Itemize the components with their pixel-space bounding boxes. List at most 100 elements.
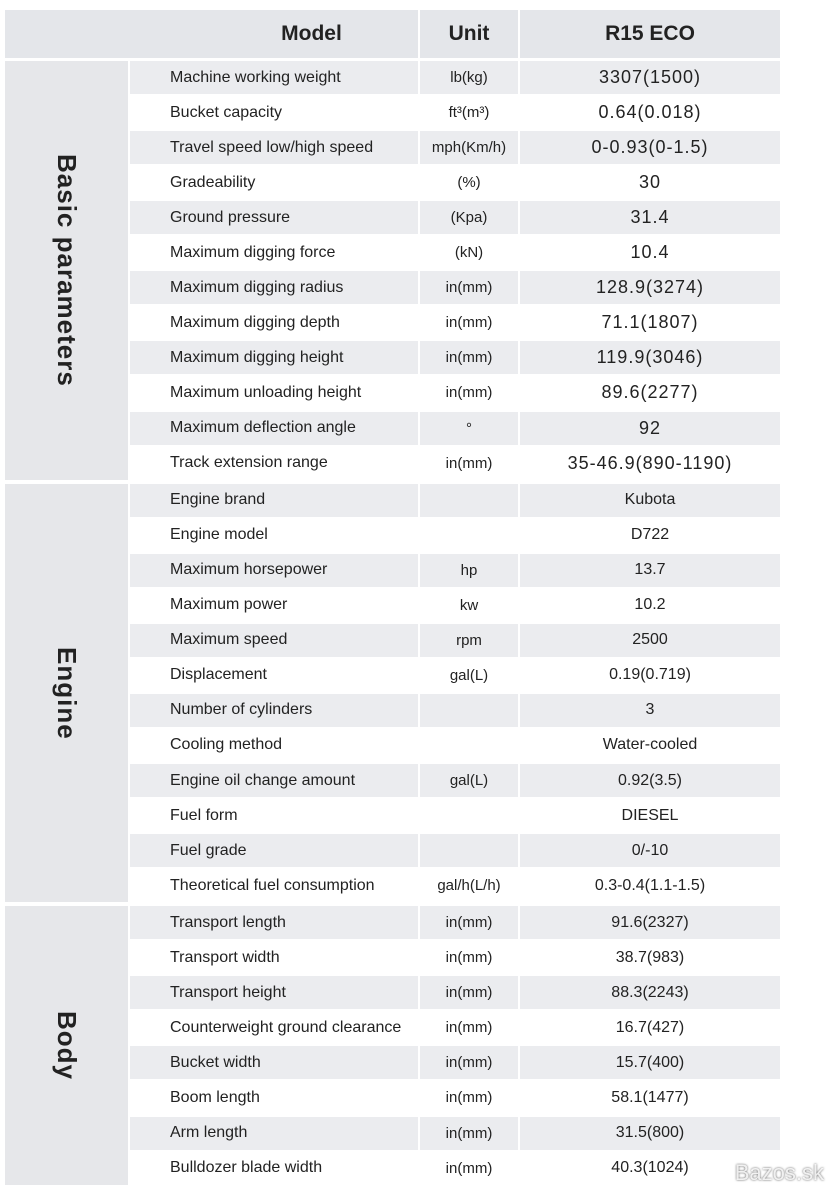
param-value: 91.6(2327)	[520, 906, 780, 940]
param-unit	[420, 799, 518, 832]
param-value: 58.1(1477)	[611, 1088, 689, 1106]
param-name: Engine brand	[130, 483, 418, 517]
param-value: 3	[520, 693, 780, 727]
param-value: 15.7(400)	[520, 1046, 780, 1080]
param-unit: in(mm)	[445, 454, 493, 472]
param-name: Fuel grade	[130, 834, 418, 868]
param-unit: in(mm)	[445, 314, 493, 332]
header-unit: Unit	[420, 10, 518, 58]
header-model: Model	[5, 10, 418, 58]
param-name: Bucket width	[130, 1046, 418, 1080]
param-unit	[420, 834, 518, 868]
param-unit: in(mm)	[420, 341, 518, 375]
param-value: 92	[520, 411, 780, 445]
param-name: Maximum speed	[130, 623, 418, 657]
param-name: Maximum unloading height	[170, 383, 362, 401]
param-value: 10.4	[630, 242, 670, 263]
param-value: 38.7(983)	[615, 948, 685, 966]
param-name: Ground pressure	[130, 201, 418, 235]
param-unit	[420, 519, 518, 552]
param-value: 0.92(3.5)	[520, 764, 780, 798]
param-value: 0.64(0.018)	[598, 102, 702, 123]
param-name: Bucket capacity	[170, 103, 283, 121]
param-unit: kw	[459, 596, 479, 614]
param-name: Track extension range	[170, 454, 328, 472]
param-value: 128.9(3274)	[520, 271, 780, 305]
param-unit: in(mm)	[445, 1159, 493, 1177]
param-value: 0-0.93(0-1.5)	[520, 131, 780, 165]
param-value: 31.5(800)	[520, 1116, 780, 1150]
param-name: Transport width	[170, 948, 280, 966]
header-product: R15 ECO	[520, 10, 780, 58]
param-name: Travel speed low/high speed	[130, 131, 418, 165]
param-unit: (%)	[457, 174, 481, 192]
param-name: Gradeability	[170, 173, 256, 191]
param-unit: gal/h(L/h)	[437, 877, 501, 895]
param-value: 2500	[520, 623, 780, 657]
param-value: Kubota	[520, 483, 780, 517]
param-name: Maximum power	[170, 596, 288, 614]
param-value: Water-cooled	[602, 736, 698, 754]
param-value: DIESEL	[621, 806, 679, 824]
group-label: Body	[52, 1010, 82, 1080]
param-unit: gal(L)	[420, 764, 518, 798]
param-value: D722	[630, 526, 670, 544]
param-name: Transport length	[130, 906, 418, 940]
param-unit: gal(L)	[449, 666, 489, 684]
param-value: 71.1(1807)	[601, 312, 699, 333]
param-value: 30	[638, 172, 662, 193]
param-unit: rpm	[420, 623, 518, 657]
param-unit: in(mm)	[445, 1019, 493, 1037]
param-unit	[420, 729, 518, 762]
param-name: Cooling method	[170, 736, 283, 754]
param-name: Bulldozer blade width	[170, 1159, 323, 1177]
param-unit: in(mm)	[445, 1089, 493, 1107]
param-value: 119.9(3046)	[520, 341, 780, 375]
param-name: Theoretical fuel consumption	[170, 876, 375, 894]
group-label: Basic parameters	[52, 153, 82, 387]
param-name: Boom length	[170, 1088, 260, 1106]
param-unit: mph(Km/h)	[420, 131, 518, 165]
param-name: Number of cylinders	[130, 693, 418, 727]
param-name: Maximum digging force	[170, 243, 336, 261]
param-name: Maximum horsepower	[130, 553, 418, 587]
param-value: 10.2	[634, 596, 666, 614]
param-value: 35-46.9(890-1190)	[567, 452, 733, 473]
param-unit: ft³(m³)	[448, 104, 490, 122]
param-unit: in(mm)	[420, 271, 518, 305]
group-label-cell: Body	[5, 906, 128, 1185]
param-name: Displacement	[170, 666, 267, 684]
param-name: Maximum digging height	[130, 341, 418, 375]
param-unit: lb(kg)	[420, 61, 518, 95]
param-unit: in(mm)	[420, 976, 518, 1010]
param-unit: °	[420, 411, 518, 445]
param-unit	[420, 483, 518, 517]
param-name: Engine oil change amount	[130, 764, 418, 798]
group-label: Engine	[52, 646, 82, 740]
param-value: 40.3(1024)	[611, 1159, 689, 1177]
param-value: 89.6(2277)	[601, 382, 699, 403]
param-value: 3307(1500)	[520, 61, 780, 95]
param-value: 16.7(427)	[615, 1018, 685, 1036]
param-unit: in(mm)	[445, 384, 493, 402]
param-name: Arm length	[130, 1116, 418, 1150]
param-unit: in(mm)	[420, 1116, 518, 1150]
param-value: 0.3-0.4(1.1-1.5)	[594, 876, 706, 894]
param-value: 0/-10	[520, 834, 780, 868]
param-unit: (kN)	[454, 244, 484, 262]
param-name: Transport height	[130, 976, 418, 1010]
param-name: Maximum digging depth	[170, 313, 340, 331]
watermark: Bazos.sk	[734, 1160, 824, 1185]
group-label-cell: Engine	[5, 483, 128, 903]
group-label-cell: Basic parameters	[5, 61, 128, 480]
param-unit: (Kpa)	[420, 201, 518, 235]
param-name: Fuel form	[170, 806, 238, 824]
param-name: Maximum deflection angle	[130, 411, 418, 445]
param-unit: in(mm)	[420, 1046, 518, 1080]
param-unit: hp	[420, 553, 518, 587]
param-value: 88.3(2243)	[520, 976, 780, 1010]
param-value: 13.7	[520, 553, 780, 587]
param-name: Maximum digging radius	[130, 271, 418, 305]
param-name: Machine working weight	[130, 61, 418, 95]
